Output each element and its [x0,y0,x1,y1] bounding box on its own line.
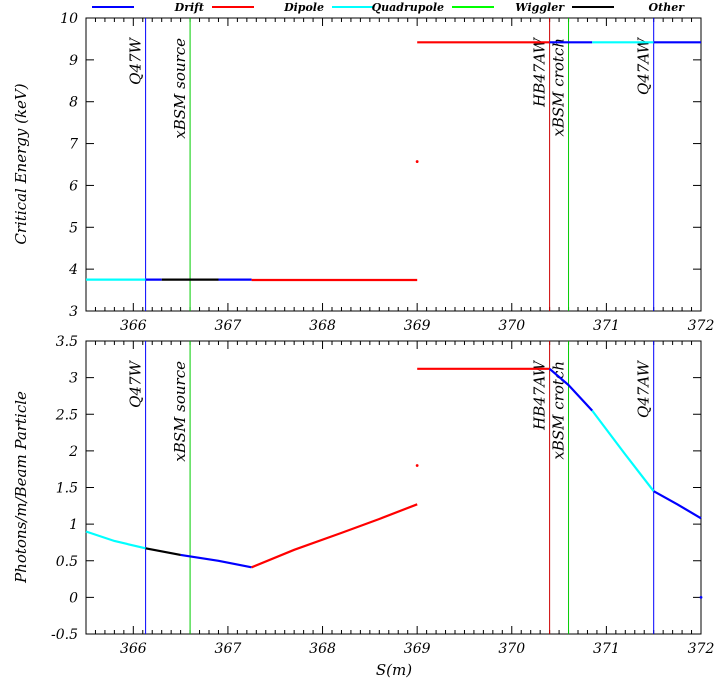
y-tick-label: 5 [69,220,78,236]
y-tick-label: 1 [69,517,78,533]
series-line-drift [180,553,252,569]
y-tick-label: 2.5 [55,407,78,423]
series-line-drift [548,367,594,412]
legend-label-drift: Drift [174,1,204,14]
x-tick-label: 370 [498,318,525,334]
x-tick-label: 370 [498,641,525,657]
y-tick-label: 4 [68,262,78,278]
marker-label-xbsm-source: xBSM source [171,38,189,139]
y-tick-label: 3 [69,371,78,387]
photons-panel: Photons/m/Beam Particle S(m) 366 367 368 36… [12,334,714,679]
y-tick-label: -0.5 [51,627,78,643]
marker-label-q47aw: Q47AW [635,359,653,418]
y-tick-label: 2 [68,444,78,460]
marker-label-xbsm-crotch: xBSM crotch [550,38,568,137]
legend-label-other: Other [649,1,686,14]
series-line-other [145,547,181,556]
y-tick-label: 0.5 [56,554,78,570]
x-tick-label: 371 [593,318,620,334]
y-tick-label: 1.5 [56,481,78,497]
marker-label-q47aw: Q47AW [635,36,653,95]
x-tick-label: 366 [120,641,147,657]
data-point [415,464,419,467]
marker-label-hb47aw: HB47AW [531,359,549,430]
y-tick-label: 6 [69,178,78,194]
y-axis-label-bottom: Photons/m/Beam Particle [12,391,30,584]
legend-label-dipole: Dipole [283,1,324,14]
data-point [699,595,703,599]
x-axis-label: S(m) [376,661,412,679]
critical-energy-panel: Critical Energy (keV) 366 367 368 369 370 371… [12,11,714,334]
plot-frame-top [85,17,702,312]
marker-label-q47w: Q47W [127,359,145,407]
y-tick-label: 10 [60,11,78,27]
x-tick-label: 372 [688,318,715,334]
marker-label-q47w: Q47W [127,36,145,84]
x-tick-label: 369 [404,318,431,334]
y-axis-label-top: Critical Energy (keV) [12,83,30,244]
y-tick-label: 9 [69,53,78,69]
marker-label-hb47aw: HB47AW [531,36,549,107]
marker-label-xbsm-crotch: xBSM crotch [550,361,568,460]
series-line-dipole [251,503,418,569]
x-tick-label: 372 [688,641,715,657]
x-tick-label: 371 [593,641,620,657]
x-tick-label: 367 [215,641,242,657]
x-tick-label: 368 [309,318,336,334]
x-tick-label: 366 [120,318,147,334]
y-tick-label: 7 [69,137,78,153]
data-point [415,160,419,163]
series-line-drift [653,490,702,520]
y-tick-label: 0 [69,590,78,606]
x-tick-label: 368 [309,641,336,657]
x-tick-label: 369 [404,641,431,657]
y-tick-label: 8 [69,95,78,111]
legend-label-wiggler: Wiggler [515,1,565,14]
legend: Drift Dipole Quadrupole Wiggler Other [92,1,685,14]
y-tick-label: 3 [69,304,78,320]
legend-label-quadrupole: Quadrupole [372,1,444,14]
series-line-quadrupole [85,530,146,550]
series-line-quadrupole [591,409,655,492]
y-tick-label: 3.5 [56,334,78,350]
x-tick-label: 367 [215,318,242,334]
marker-label-xbsm-source: xBSM source [171,361,189,462]
